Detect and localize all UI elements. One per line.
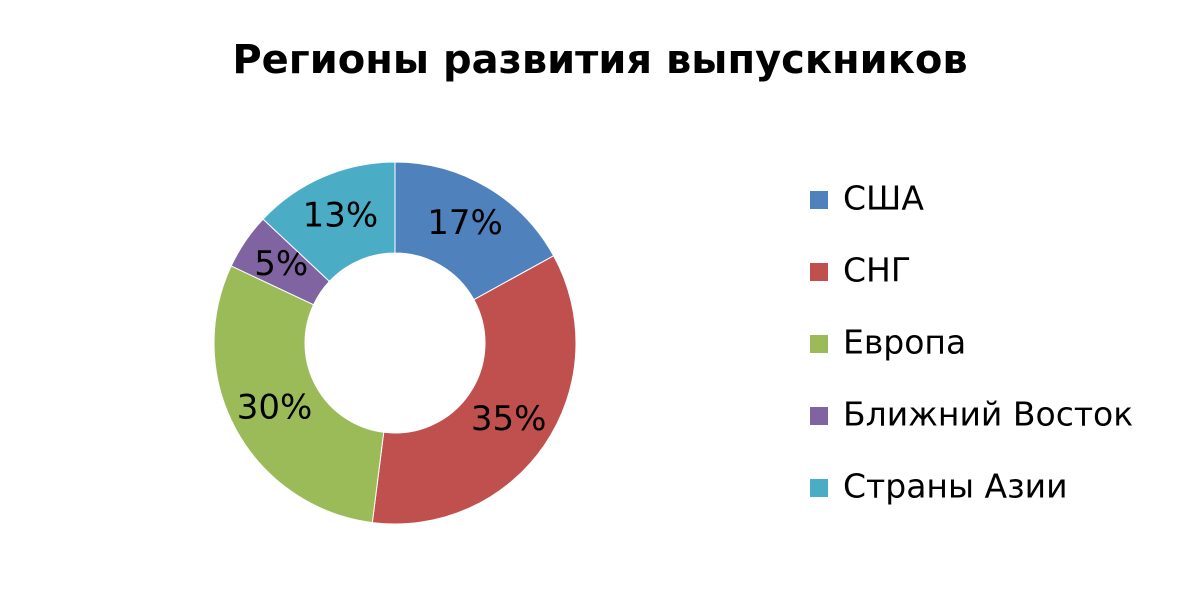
legend-swatch [810, 479, 828, 497]
donut-slice [262, 161, 396, 283]
donut-slice [371, 255, 577, 525]
data-label: 13% [303, 195, 379, 235]
legend-label: Страны Азии [843, 467, 1068, 506]
data-label: 17% [427, 203, 503, 243]
data-label: 35% [471, 399, 547, 439]
donut-slice [213, 265, 385, 524]
donut-slice [394, 161, 555, 301]
legend-swatch [810, 335, 828, 353]
legend-label: СНГ [843, 251, 911, 290]
chart-title: Регионы развития выпускников [232, 37, 967, 83]
legend-label: Ближний Восток [843, 395, 1133, 434]
legend-label: США [843, 179, 924, 218]
legend-label: Европа [843, 323, 966, 362]
data-label: 30% [237, 388, 313, 428]
legend-swatch [810, 407, 828, 425]
legend-swatch [810, 191, 828, 209]
legend-swatch [810, 263, 828, 281]
